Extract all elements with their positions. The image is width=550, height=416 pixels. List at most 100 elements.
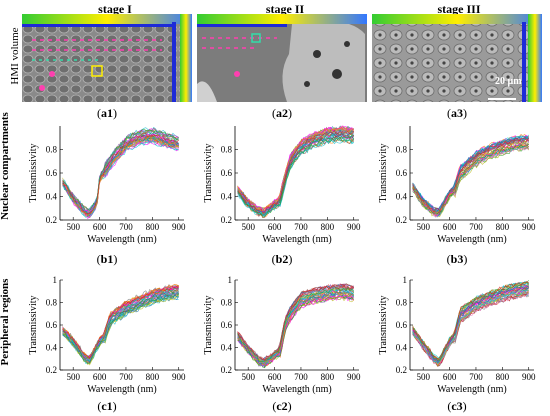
x-tick-label: 500 [241, 222, 255, 232]
spectrum-line [237, 284, 354, 362]
plot-c1: 500 600 700 800 900 0.2 0.4 0.6 0.8 1 Wavelength (… [22, 272, 192, 403]
x-tick-label: 800 [496, 372, 510, 382]
spectrum-line [62, 140, 179, 218]
spectrum-line [237, 283, 354, 362]
y-tick-label: 0.6 [46, 168, 58, 178]
y-tick-label: 0.8 [46, 298, 58, 308]
spectrum-line [62, 293, 179, 363]
y-tick-label: 0.2 [46, 365, 57, 375]
panel-label-a3: (a3) [447, 106, 467, 120]
panel-label-c1: (c1) [97, 399, 117, 413]
spectrum-line [412, 134, 529, 212]
x-tick-label: 800 [496, 222, 510, 232]
spectrum-line [237, 283, 354, 362]
spectrum-line [237, 133, 354, 214]
spectrum-line [237, 129, 354, 214]
spectrum-line [412, 293, 529, 366]
stage-title-3: stage III [437, 2, 481, 16]
y-tick-label: 1 [403, 275, 408, 285]
spectrum-line [412, 291, 529, 364]
y-tick-label: 0.2 [46, 215, 57, 225]
panel-label-c3: (c3) [447, 399, 467, 413]
spectrum-line [62, 283, 179, 360]
spectrum-line [237, 127, 354, 212]
y-tick-label: 0.6 [396, 320, 408, 330]
y-axis-label: Transmissivity [28, 295, 39, 354]
y-tick-label: 1 [53, 275, 58, 285]
plot-b3: 500 600 700 800 900 0.2 0.4 0.6 0.8 Wavelength (n… [372, 118, 542, 253]
x-tick-label: 800 [146, 372, 160, 382]
x-tick-label: 900 [172, 372, 186, 382]
spectrum-line [412, 143, 529, 215]
row-label-nuclear: Nuclear compartments [0, 112, 11, 220]
x-tick-label: 500 [241, 372, 255, 382]
x-axis-label: Wavelength (nm) [437, 384, 506, 395]
x-tick-label: 900 [522, 222, 536, 232]
spectrum-line [237, 129, 354, 213]
spectrum-line [237, 127, 354, 212]
spectrum-line [412, 137, 529, 213]
spectrum-line [237, 126, 354, 212]
spectrum-line [62, 286, 179, 359]
panel-label-b2: (b2) [271, 252, 293, 266]
x-tick-label: 800 [321, 372, 335, 382]
x-tick-label: 900 [172, 222, 186, 232]
plot-c3: 500 600 700 800 900 0.2 0.4 0.6 0.8 1 Wavelength (… [372, 272, 542, 403]
panel-label-c2: (c2) [272, 399, 292, 413]
spectrum-line [62, 128, 179, 211]
spectrum-line [237, 283, 354, 361]
x-tick-label: 700 [119, 372, 133, 382]
x-tick-label: 900 [347, 372, 361, 382]
plot-c2: 500 600 700 800 900 0.2 0.4 0.6 0.8 1 Wavelength (… [197, 272, 367, 403]
spectrum-line [62, 136, 179, 216]
hmi-volume-image-1 [22, 14, 192, 102]
row-label-peripheral: Peripheral regions [0, 278, 11, 366]
x-axis-label: Wavelength (nm) [262, 234, 331, 245]
panel-label-a1: (a1) [97, 106, 117, 120]
y-tick-label: 0.8 [221, 145, 233, 155]
hmi-volume-image-3 [372, 14, 542, 102]
spectrum-line [62, 289, 179, 359]
x-tick-label: 500 [416, 372, 430, 382]
x-tick-label: 800 [146, 222, 160, 232]
y-axis-label: Transmissivity [28, 143, 39, 202]
plot-b2: 500 600 700 800 900 0.2 0.4 0.6 0.8 Wavelength (n… [197, 118, 367, 253]
spectrum-line [237, 283, 354, 361]
y-tick-label: 0.6 [221, 168, 233, 178]
y-tick-label: 0.4 [221, 192, 233, 202]
y-axis-label: Transmissivity [203, 295, 214, 354]
plot-b1: 500 600 700 800 900 0.2 0.4 0.6 0.8 Wavelength (n… [22, 118, 192, 253]
spectrum-line [412, 139, 529, 215]
x-tick-label: 900 [522, 372, 536, 382]
y-tick-label: 0.6 [46, 320, 58, 330]
y-tick-label: 0.4 [46, 192, 58, 202]
spectrum-line [237, 131, 354, 215]
x-axis-label: Wavelength (nm) [87, 384, 156, 395]
x-tick-label: 800 [321, 222, 335, 232]
spectrum-line [237, 283, 354, 360]
hmi-volume-image-2 [197, 14, 367, 102]
spectrum-line [237, 131, 354, 214]
spectrum-line [237, 286, 354, 363]
y-tick-label: 0.8 [221, 298, 233, 308]
spectrum-line [237, 283, 354, 362]
x-tick-label: 600 [268, 372, 282, 382]
spectrum-line [237, 285, 354, 360]
x-tick-label: 600 [93, 372, 107, 382]
spectrum-line [412, 281, 529, 361]
panel-label-a2: (a2) [272, 106, 292, 120]
spectrum-line [412, 285, 529, 363]
spectrum-line [237, 282, 354, 362]
spectrum-line [237, 126, 354, 212]
x-tick-label: 900 [347, 222, 361, 232]
y-tick-label: 0.4 [396, 192, 408, 202]
spectrum-line [412, 140, 529, 214]
y-axis-label: Transmissivity [378, 143, 389, 202]
spectrum-line [237, 137, 354, 218]
x-tick-label: 700 [294, 372, 308, 382]
y-axis-label: Transmissivity [378, 295, 389, 354]
y-tick-label: 0.2 [396, 215, 407, 225]
x-tick-label: 600 [93, 222, 107, 232]
y-tick-label: 0.8 [396, 145, 408, 155]
x-tick-label: 700 [469, 222, 483, 232]
